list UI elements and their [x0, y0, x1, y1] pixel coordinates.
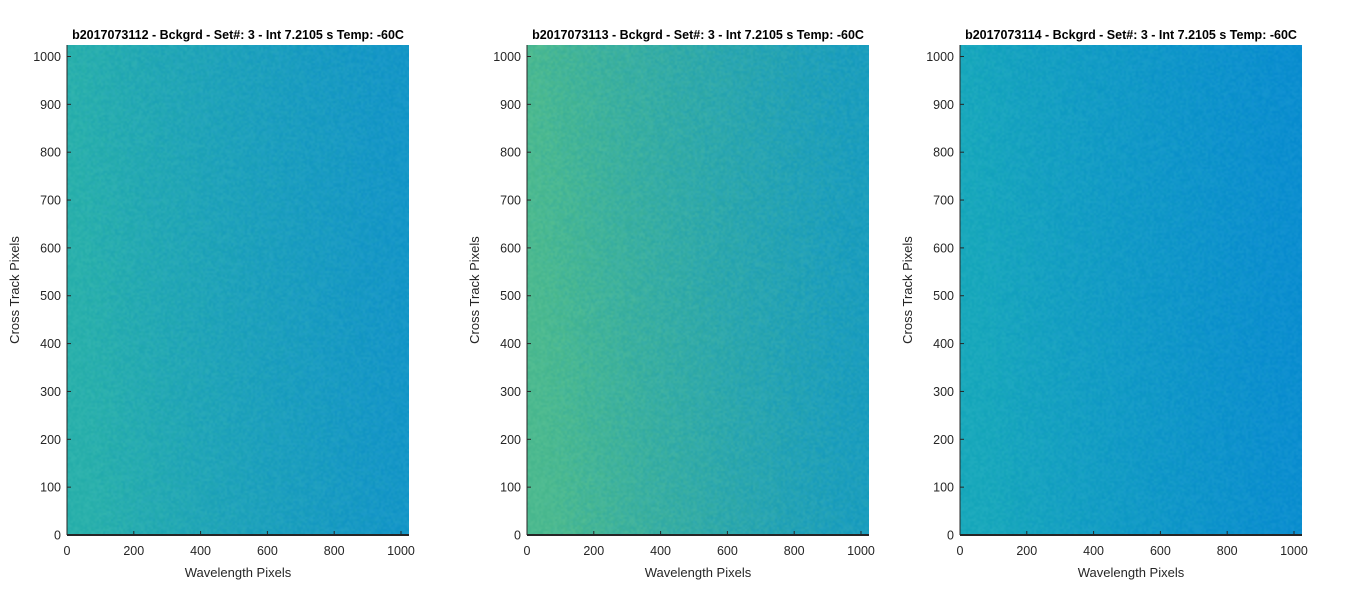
- y-tick-label: 300: [40, 385, 61, 399]
- y-tick-label: 800: [933, 146, 954, 160]
- x-tick-label: 200: [583, 544, 604, 558]
- y-tick-label: 800: [500, 146, 521, 160]
- y-tick-label: 0: [514, 529, 521, 543]
- y-tick-label: 0: [54, 529, 61, 543]
- y-tick-label: 500: [933, 289, 954, 303]
- chart-title: b2017073114 - Bckgrd - Set#: 3 - Int 7.2…: [965, 28, 1297, 42]
- x-tick-label: 1000: [847, 544, 875, 558]
- x-axis-label: Wavelength Pixels: [1078, 565, 1185, 580]
- y-tick-label: 500: [500, 289, 521, 303]
- y-tick-label: 800: [40, 146, 61, 160]
- x-tick-label: 400: [190, 544, 211, 558]
- y-tick-label: 900: [933, 98, 954, 112]
- y-tick-label: 600: [933, 241, 954, 255]
- chart-title: b2017073112 - Bckgrd - Set#: 3 - Int 7.2…: [72, 28, 404, 42]
- y-tick-label: 100: [500, 481, 521, 495]
- x-axis-label: Wavelength Pixels: [185, 565, 292, 580]
- heatmap-image: [67, 45, 409, 535]
- x-tick-label: 800: [784, 544, 805, 558]
- y-tick-label: 1000: [33, 50, 61, 64]
- y-tick-label: 300: [500, 385, 521, 399]
- heatmap-panel-2: 0 200 400 600 800 1000 0 100 200 300 400 500 600 700 8…: [467, 28, 875, 580]
- y-tick-label: 400: [40, 337, 61, 351]
- y-axis-label: Cross Track Pixels: [7, 236, 22, 344]
- heatmap-panel-1: 0 200 400 600 800 1000 0 100 200 300 400 500 600 700 8…: [7, 28, 415, 580]
- y-tick-label: 500: [40, 289, 61, 303]
- y-tick-label: 700: [40, 194, 61, 208]
- y-tick-label: 300: [933, 385, 954, 399]
- y-tick-label: 100: [933, 481, 954, 495]
- y-tick-label: 200: [933, 433, 954, 447]
- x-tick-label: 400: [650, 544, 671, 558]
- x-tick-label: 200: [1016, 544, 1037, 558]
- y-axis-label: Cross Track Pixels: [900, 236, 915, 344]
- x-tick-label: 400: [1083, 544, 1104, 558]
- y-tick-label: 1000: [493, 50, 521, 64]
- x-tick-label: 600: [257, 544, 278, 558]
- x-tick-label: 600: [1150, 544, 1171, 558]
- y-tick-label: 700: [500, 194, 521, 208]
- x-tick-label: 200: [123, 544, 144, 558]
- x-tick-label: 0: [957, 544, 964, 558]
- x-tick-label: 800: [324, 544, 345, 558]
- x-tick-label: 800: [1217, 544, 1238, 558]
- y-tick-label: 400: [500, 337, 521, 351]
- y-tick-label: 100: [40, 481, 61, 495]
- heatmap-panel-3: 0 200 400 600 800 1000 0 100 200 300 400 500 600 700 8…: [900, 28, 1308, 580]
- y-tick-label: 400: [933, 337, 954, 351]
- y-tick-label: 200: [500, 433, 521, 447]
- x-tick-label: 0: [524, 544, 531, 558]
- y-tick-label: 700: [933, 194, 954, 208]
- x-tick-label: 0: [64, 544, 71, 558]
- y-tick-label: 0: [947, 529, 954, 543]
- x-tick-label: 600: [717, 544, 738, 558]
- y-axis-label: Cross Track Pixels: [467, 236, 482, 344]
- heatmap-image: [960, 45, 1302, 535]
- y-tick-label: 600: [40, 241, 61, 255]
- x-tick-label: 1000: [387, 544, 415, 558]
- y-tick-label: 900: [500, 98, 521, 112]
- y-tick-label: 1000: [926, 50, 954, 64]
- x-axis-label: Wavelength Pixels: [645, 565, 752, 580]
- y-tick-label: 600: [500, 241, 521, 255]
- y-tick-label: 900: [40, 98, 61, 112]
- x-tick-label: 1000: [1280, 544, 1308, 558]
- chart-title: b2017073113 - Bckgrd - Set#: 3 - Int 7.2…: [532, 28, 864, 42]
- y-tick-label: 200: [40, 433, 61, 447]
- heatmap-image: [527, 45, 869, 535]
